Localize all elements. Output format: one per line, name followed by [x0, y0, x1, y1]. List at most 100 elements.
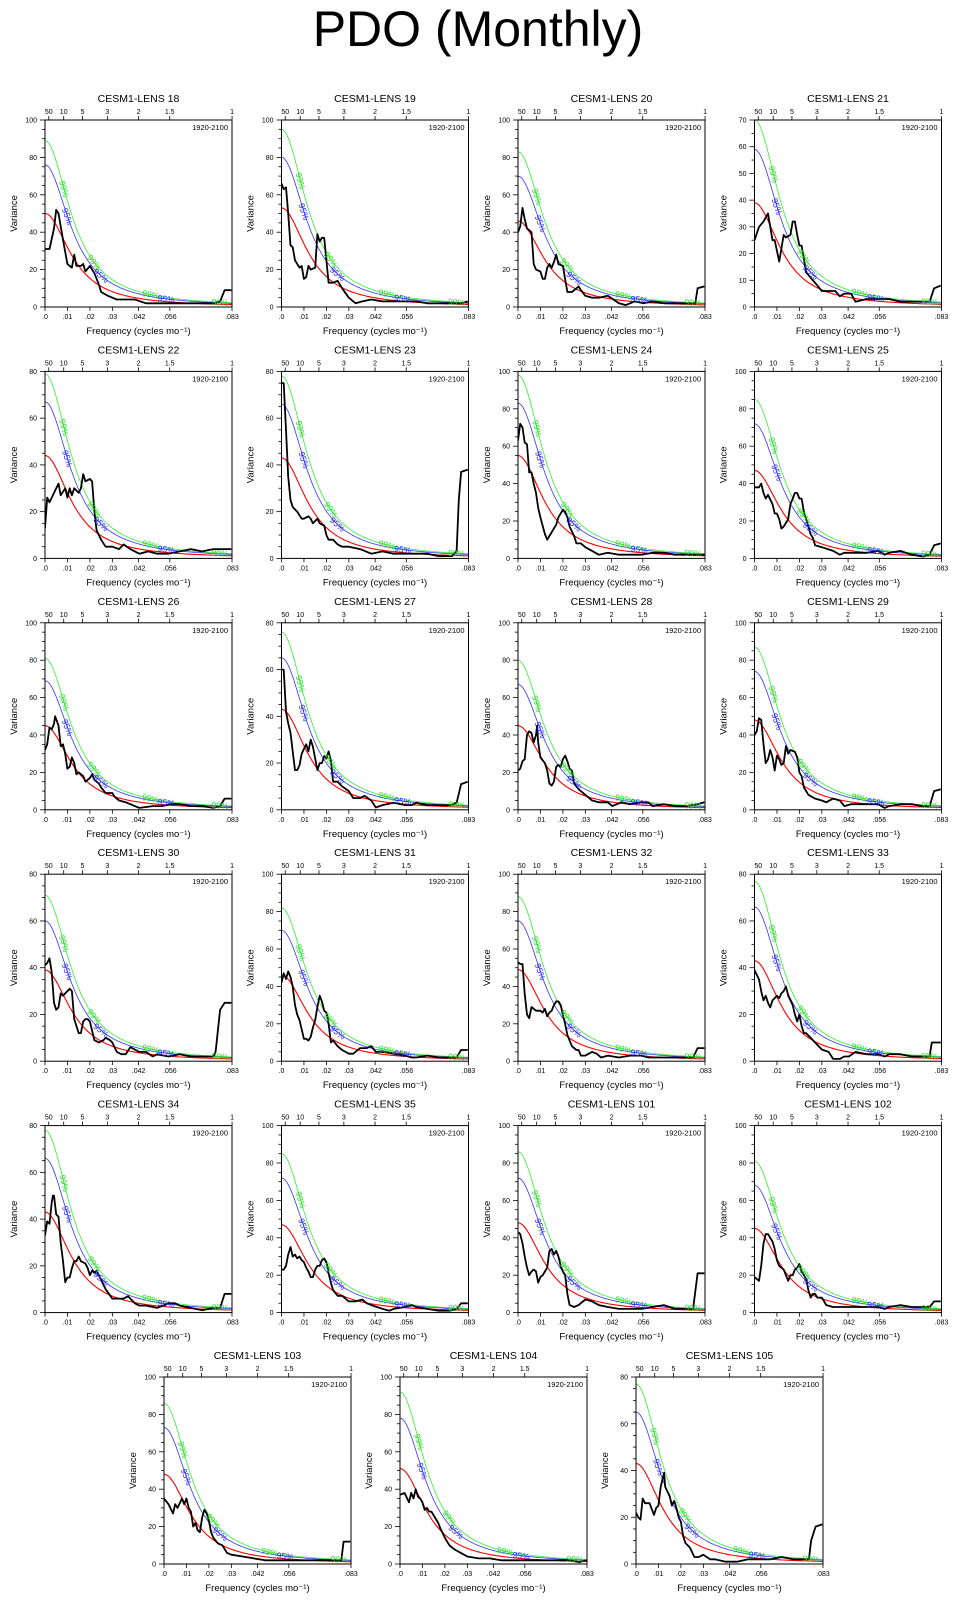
top-period-label: 1 [703, 863, 707, 870]
x-tick-label: .056 [636, 1068, 650, 1075]
ci99-label: 99% [141, 792, 160, 805]
red-noise-curve [45, 969, 232, 1060]
y-tick-label: 60 [266, 947, 274, 954]
y-tick-label: 40 [29, 733, 37, 740]
spectrum-panel: CESM1-LENS 35 1920-2100 0 20 40 60 80 100 .0 .01.… [246, 1099, 476, 1343]
top-period-label: 1.5 [165, 863, 175, 870]
ci99-label: 99% [293, 943, 308, 963]
top-period-label: 50 [281, 863, 289, 870]
y-tick-label: 80 [739, 658, 747, 665]
ci99-label: 99% [57, 934, 71, 954]
y-tick-label: 60 [29, 918, 37, 925]
top-period-label: 2 [846, 360, 850, 367]
top-period-label: 3 [342, 863, 346, 870]
top-period-label: 2 [610, 863, 614, 870]
ci99-label: 99% [614, 792, 633, 805]
spectrum-line [45, 473, 232, 555]
y-tick-label: 20 [739, 1273, 747, 1280]
x-tick-label: .083 [462, 1068, 476, 1075]
top-period-label: 1.5 [401, 1115, 411, 1122]
spectrum-panel: CESM1-LENS 21 1920-2100 0 10 20 30 40 50 60 70 .0.… [719, 93, 949, 337]
top-period-label: 10 [179, 1366, 187, 1373]
top-period-label: 1 [585, 1366, 589, 1373]
period-annotation: 1920-2100 [665, 626, 701, 635]
plot-frame [754, 370, 942, 559]
x-tick-label: .042 [605, 1068, 619, 1075]
y-tick-label: 0 [388, 1562, 392, 1569]
panel-title: CESM1-LENS 25 [807, 344, 889, 356]
plot-frame [281, 622, 469, 811]
top-period-label: 10 [60, 612, 68, 619]
x-tick-label: .0 [279, 1068, 285, 1075]
spectrum-panel: CESM1-LENS 23 1920-2100 0 20 40 60 80 .0 .01 .02.… [246, 344, 476, 588]
ci95-label: 95% [60, 962, 75, 982]
period-annotation: 1920-2100 [429, 123, 465, 132]
ci95-label: 95% [394, 292, 413, 304]
plot-frame [163, 1376, 352, 1565]
x-tick-label: .056 [873, 565, 887, 572]
y-tick-label: 80 [266, 155, 274, 162]
plot-area [754, 1160, 942, 1312]
x-tick-label: .03 [344, 565, 354, 572]
y-axis-label: Variance [9, 698, 20, 735]
x-tick-label: .02 [558, 314, 568, 321]
ci95-label: 95% [564, 269, 584, 288]
ci95-label: 95% [867, 545, 885, 557]
ci99-label: 99% [330, 1554, 348, 1565]
ci99-label: 99% [530, 419, 544, 438]
top-period-label: 1 [230, 360, 234, 367]
ci99-label: 99% [732, 1544, 751, 1558]
spectrum-panel: CESM1-LENS 103 1920-2100 0 20 40 60 80 100 .0 .01… [128, 1350, 358, 1594]
top-period-label: 5 [790, 360, 794, 367]
ci99-label: 99% [851, 1295, 870, 1308]
x-tick-label: .056 [636, 314, 650, 321]
ci99-curve [518, 659, 705, 807]
ci99-curve [636, 1383, 823, 1560]
top-period-label: 50 [754, 109, 762, 116]
red-noise-curve [281, 974, 469, 1060]
ci95-label: 95% [297, 450, 312, 470]
x-tick-label: .056 [163, 1068, 177, 1075]
ci99-label: 99% [211, 800, 229, 811]
ci95-label: 95% [630, 797, 648, 809]
top-period-label: 1.5 [284, 1366, 294, 1373]
ci99-label: 99% [684, 548, 702, 559]
ci95-label: 95% [564, 773, 584, 791]
y-tick-label: 0 [506, 807, 510, 814]
x-axis-label: Frequency (cycles mo⁻¹) [677, 1583, 781, 1594]
ci99-curve [281, 907, 469, 1058]
period-annotation: 1920-2100 [665, 1129, 701, 1138]
y-tick-label: 0 [624, 1562, 628, 1569]
y-axis-label: Variance [9, 195, 20, 232]
ci99-label: 99% [378, 287, 397, 301]
x-axis-label: Frequency (cycles mo⁻¹) [86, 1332, 190, 1343]
top-period-label: 1.5 [874, 1115, 884, 1122]
x-tick-label: .083 [698, 817, 712, 824]
spectrum-panel: CESM1-LENS 105 1920-2100 0 20 40 60 80 .0 .01 .02… [600, 1350, 830, 1594]
x-tick-label: .083 [225, 1320, 239, 1327]
ci99-curve [754, 120, 942, 303]
x-tick-label: .083 [698, 1068, 712, 1075]
top-period-label: 50 [518, 863, 526, 870]
ci95-label: 95% [179, 1467, 194, 1487]
top-period-label: 1 [467, 612, 471, 619]
x-tick-label: .01 [63, 817, 73, 824]
period-annotation: 1920-2100 [192, 1129, 228, 1138]
y-tick-label: 20 [502, 1021, 510, 1028]
ci95-label: 95% [867, 1046, 886, 1058]
period-annotation: 1920-2100 [429, 1129, 465, 1138]
y-tick-label: 60 [384, 1449, 392, 1456]
x-tick-label: .042 [251, 1571, 265, 1578]
x-tick-label: .01 [536, 1068, 546, 1075]
x-tick-label: .02 [322, 565, 332, 572]
spectrum-line [45, 957, 232, 1058]
x-tick-label: .056 [873, 1320, 887, 1327]
ci99-label: 99% [57, 179, 71, 199]
x-tick-label: .042 [605, 565, 619, 572]
panel-title: CESM1-LENS 101 [568, 1099, 656, 1111]
x-tick-label: .01 [654, 1571, 664, 1578]
x-tick-label: .02 [795, 314, 805, 321]
y-tick-label: 40 [620, 1468, 628, 1475]
spectrum-panel: CESM1-LENS 29 1920-2100 0 20 40 60 80 100 .0 .01.… [719, 596, 949, 840]
x-tick-label: .01 [772, 1320, 782, 1327]
